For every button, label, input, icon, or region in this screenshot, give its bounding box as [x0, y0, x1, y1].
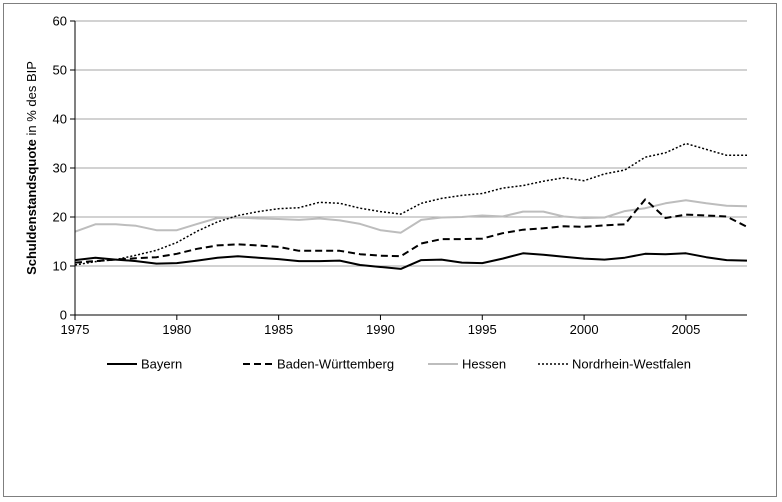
series-lines — [74, 142, 748, 270]
series-line-hessen — [74, 199, 748, 234]
x-tick-label: 2005 — [671, 322, 700, 337]
legend-item: Hessen — [428, 357, 506, 372]
x-tick-label: 1995 — [468, 322, 497, 337]
chart-frame — [3, 3, 777, 497]
y-tick-label: 20 — [53, 210, 67, 225]
x-tick-labels: 1975 1980 1985 1990 1995 2000 2005 — [61, 322, 701, 337]
x-tick-label: 1985 — [264, 322, 293, 337]
legend-item: Baden-Württemberg — [243, 357, 394, 372]
gridlines — [75, 20, 747, 267]
y-tick-label: 30 — [53, 161, 67, 176]
y-tick-label: 0 — [60, 308, 67, 323]
x-tick-label: 2000 — [570, 322, 599, 337]
legend: Bayern Baden-Württemberg Hessen Nordrhein-W… — [107, 357, 691, 372]
legend-item: Nordrhein-Westfalen — [538, 357, 691, 372]
axes — [70, 20, 747, 320]
series-line-bayern — [74, 252, 748, 270]
y-tick-label: 50 — [53, 63, 67, 78]
legend-label: Nordrhein-Westfalen — [572, 357, 691, 372]
legend-item: Bayern — [107, 357, 182, 372]
y-tick-label: 60 — [53, 14, 67, 29]
series-line-baden-w-rttemberg — [74, 198, 748, 264]
y-tick-label: 40 — [53, 112, 67, 127]
x-tick-label: 1990 — [366, 322, 395, 337]
series-line-nordrhein-westfalen — [74, 142, 747, 266]
legend-label: Hessen — [462, 357, 506, 372]
x-tick-label: 1975 — [61, 322, 90, 337]
y-tick-label: 10 — [53, 259, 67, 274]
y-axis-label-bold: Schuldenstandsquote — [24, 139, 39, 275]
x-tick-label: 1980 — [162, 322, 191, 337]
legend-label: Baden-Württemberg — [277, 357, 394, 372]
y-tick-labels: 0 10 20 30 40 50 60 — [53, 14, 67, 323]
y-axis-label: Schuldenstandsquote in % des BIP — [24, 61, 39, 275]
legend-label: Bayern — [141, 357, 182, 372]
y-axis-label-rest: in % des BIP — [24, 61, 39, 139]
